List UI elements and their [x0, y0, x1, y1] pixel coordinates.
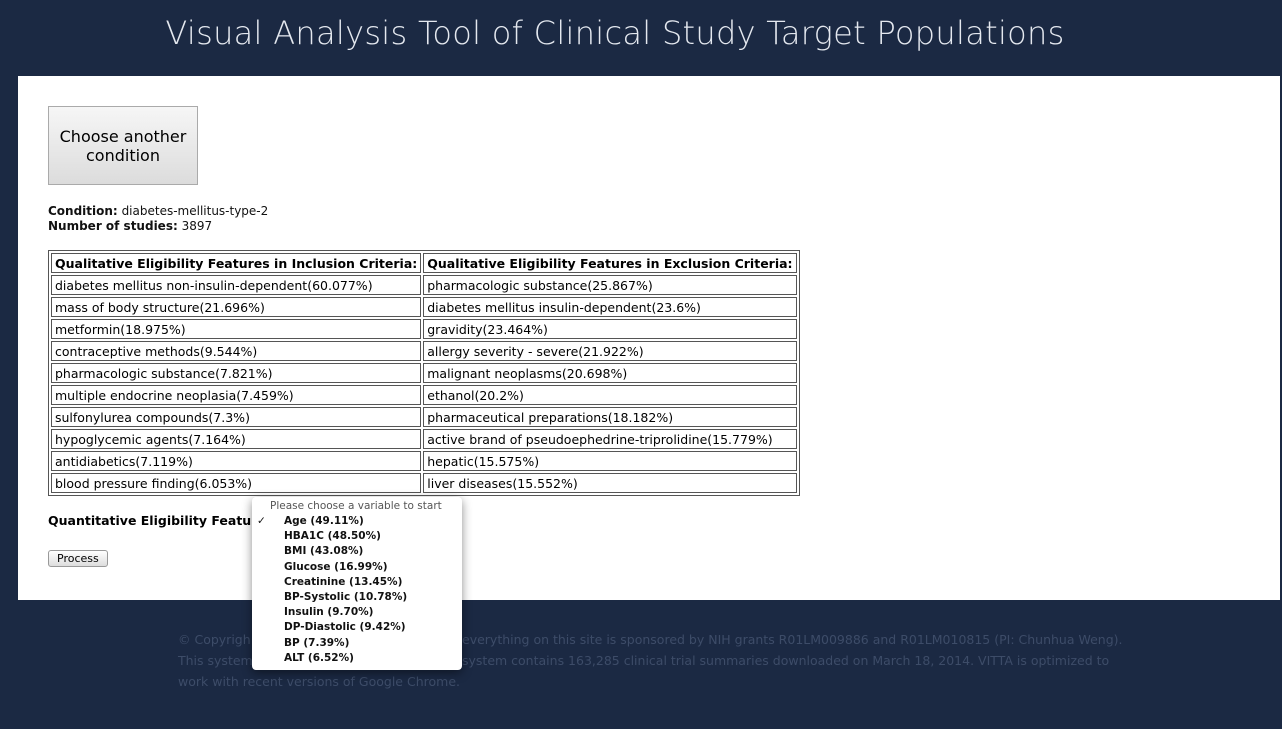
- option-text: DP-Diastolic (9.42%): [284, 621, 406, 634]
- table-cell: pharmaceutical preparations(18.182%): [423, 407, 797, 427]
- table-cell: pharmacologic substance(25.867%): [423, 275, 797, 295]
- studies-label: Number of studies:: [48, 219, 178, 233]
- option-text: BP (7.39%): [284, 636, 350, 649]
- footer-text: everything on this site is sponsored by …: [462, 632, 1123, 647]
- option-text: BP-Systolic (10.78%): [284, 590, 408, 603]
- condition-label: Condition:: [48, 204, 118, 218]
- criteria-table: Qualitative Eligibility Features in Incl…: [48, 250, 800, 496]
- table-row: blood pressure finding(6.053%) liver dise…: [51, 473, 797, 493]
- table-row: pharmacologic substance(7.821%) malignant…: [51, 363, 797, 383]
- table-cell: contraceptive methods(9.544%): [51, 341, 422, 361]
- dropdown-option[interactable]: ✓ Age (49.11%): [252, 515, 462, 530]
- option-text: BMI (43.08%): [284, 545, 364, 558]
- condition-info: Condition: diabetes-mellitus-type-2: [48, 204, 268, 218]
- table-header: Qualitative Eligibility Features in Excl…: [423, 253, 797, 273]
- option-text: ALT (6.52%): [284, 651, 354, 664]
- option-text: Insulin (9.70%): [284, 606, 374, 619]
- table-row: diabetes mellitus non-insulin-dependent(…: [51, 275, 797, 295]
- table-cell: allergy severity - severe(21.922%): [423, 341, 797, 361]
- footer-text: work with recent versions of Google Chro…: [178, 674, 460, 689]
- table-cell: diabetes mellitus insulin-dependent(23.6…: [423, 297, 797, 317]
- footer-text: © Copyrigh: [178, 632, 251, 647]
- table-cell: ethanol(20.2%): [423, 385, 797, 405]
- table-cell: gravidity(23.464%): [423, 319, 797, 339]
- studies-info: Number of studies: 3897: [48, 219, 212, 233]
- table-row: multiple endocrine neoplasia(7.459%) etha…: [51, 385, 797, 405]
- dropdown-option[interactable]: Insulin (9.70%): [252, 606, 462, 621]
- table-cell: malignant neoplasms(20.698%): [423, 363, 797, 383]
- dropdown-option[interactable]: BP-Systolic (10.78%): [252, 591, 462, 606]
- footer-text: This system: [178, 653, 253, 668]
- table-row: sulfonylurea compounds(7.3%) pharmaceutic…: [51, 407, 797, 427]
- table-row: hypoglycemic agents(7.164%) active brand …: [51, 429, 797, 449]
- dropdown-option[interactable]: Glucose (16.99%): [252, 561, 462, 576]
- quantitative-label: Quantitative Eligibility Features: [48, 513, 274, 528]
- option-text: Creatinine (13.45%): [284, 575, 403, 588]
- table-header: Qualitative Eligibility Features in Incl…: [51, 253, 422, 273]
- table-header-row: Qualitative Eligibility Features in Incl…: [51, 253, 797, 273]
- table-cell: blood pressure finding(6.053%): [51, 473, 422, 493]
- footer-text: system contains 163,285 clinical trial s…: [462, 653, 1110, 668]
- page-title: Visual Analysis Tool of Clinical Study T…: [165, 14, 1065, 52]
- check-mark: ✓: [257, 515, 266, 527]
- choose-condition-button[interactable]: Choose another condition: [48, 106, 198, 185]
- table-cell: active brand of pseudoephedrine-triproli…: [423, 429, 797, 449]
- process-button[interactable]: Process: [48, 550, 108, 567]
- dropdown-option[interactable]: BMI (43.08%): [252, 545, 462, 560]
- dropdown-option[interactable]: BP (7.39%): [252, 637, 462, 652]
- table-cell: multiple endocrine neoplasia(7.459%): [51, 385, 422, 405]
- table-cell: antidiabetics(7.119%): [51, 451, 422, 471]
- table-cell: sulfonylurea compounds(7.3%): [51, 407, 422, 427]
- table-row: antidiabetics(7.119%) hepatic(15.575%): [51, 451, 797, 471]
- dropdown-placeholder: Please choose a variable to start: [270, 500, 442, 512]
- option-text: HBA1C (48.50%): [284, 530, 381, 543]
- option-text: Glucose (16.99%): [284, 560, 388, 573]
- table-row: mass of body structure(21.696%) diabetes …: [51, 297, 797, 317]
- table-cell: mass of body structure(21.696%): [51, 297, 422, 317]
- table-row: contraceptive methods(9.544%) allergy sev…: [51, 341, 797, 361]
- dropdown-option[interactable]: Creatinine (13.45%): [252, 576, 462, 591]
- table-cell: pharmacologic substance(7.821%): [51, 363, 422, 383]
- main-panel: Choose another condition Condition: diab…: [18, 76, 1280, 600]
- table-cell: hepatic(15.575%): [423, 451, 797, 471]
- condition-value: diabetes-mellitus-type-2: [121, 204, 269, 218]
- dropdown-option[interactable]: ALT (6.52%): [252, 652, 462, 667]
- table-cell: diabetes mellitus non-insulin-dependent(…: [51, 275, 422, 295]
- studies-value: 3897: [181, 219, 213, 233]
- dropdown-option[interactable]: DP-Diastolic (9.42%): [252, 621, 462, 636]
- dropdown-option[interactable]: HBA1C (48.50%): [252, 530, 462, 545]
- option-text: Age (49.11%): [284, 515, 364, 527]
- table-cell: metformin(18.975%): [51, 319, 422, 339]
- table-cell: liver diseases(15.552%): [423, 473, 797, 493]
- table-cell: hypoglycemic agents(7.164%): [51, 429, 422, 449]
- dropdown-menu: Please choose a variable to start ✓ Age (…: [252, 497, 462, 670]
- table-row: metformin(18.975%) gravidity(23.464%): [51, 319, 797, 339]
